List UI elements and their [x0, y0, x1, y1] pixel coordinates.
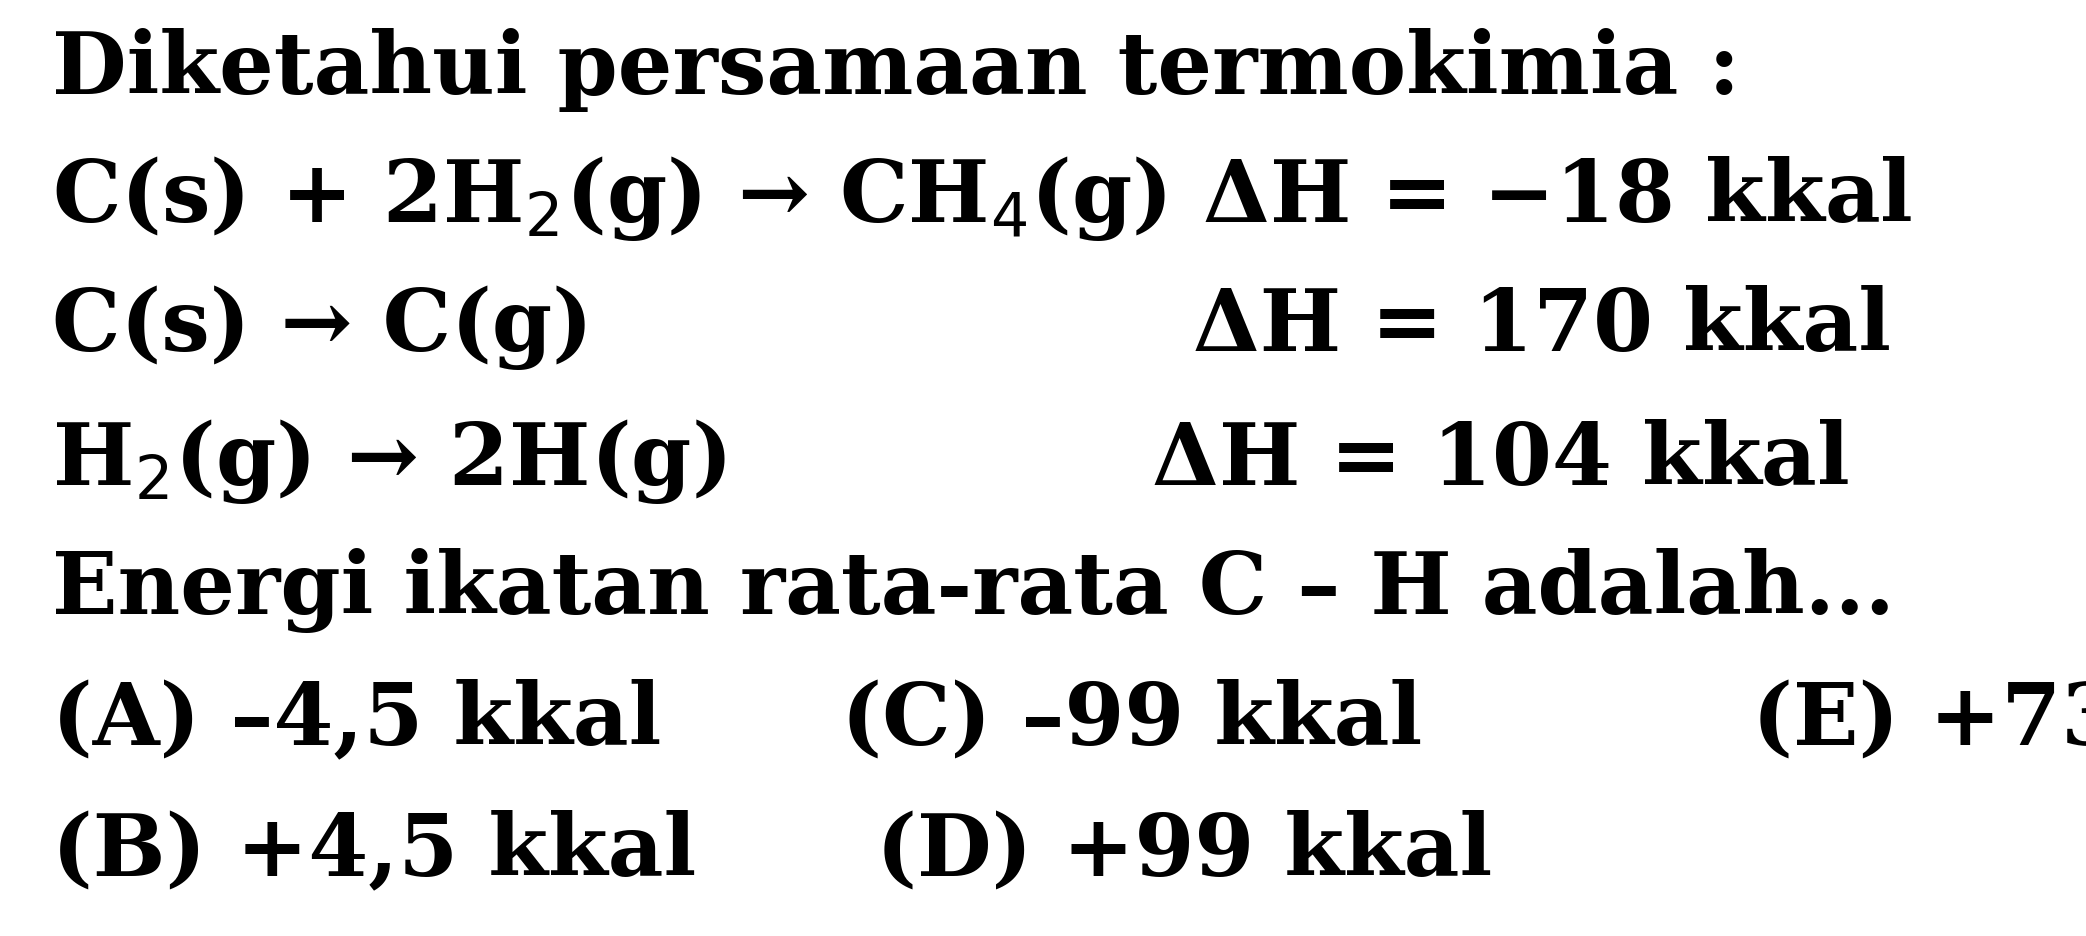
Text: Diketahui persamaan termokimia :: Diketahui persamaan termokimia :: [52, 28, 1740, 112]
Text: (B) +4,5 kkal      (D) +99 kkal: (B) +4,5 kkal (D) +99 kkal: [52, 810, 1491, 894]
Text: C(s) + 2H$_{2}$(g) → CH$_{4}$(g) ΔH = −18 kkal: C(s) + 2H$_{2}$(g) → CH$_{4}$(g) ΔH = −1…: [52, 154, 1913, 243]
Text: Energi ikatan rata-rata C – H adalah...: Energi ikatan rata-rata C – H adalah...: [52, 548, 1894, 633]
Text: C(s) → C(g)                    ΔH = 170 kkal: C(s) → C(g) ΔH = 170 kkal: [52, 285, 1892, 371]
Text: (A) –4,5 kkal      (C) –99 kkal           (E) +73 kkal: (A) –4,5 kkal (C) –99 kkal (E) +73 kkal: [52, 679, 2086, 763]
Text: H$_{2}$(g) → 2H(g)              ΔH = 104 kkal: H$_{2}$(g) → 2H(g) ΔH = 104 kkal: [52, 417, 1850, 505]
